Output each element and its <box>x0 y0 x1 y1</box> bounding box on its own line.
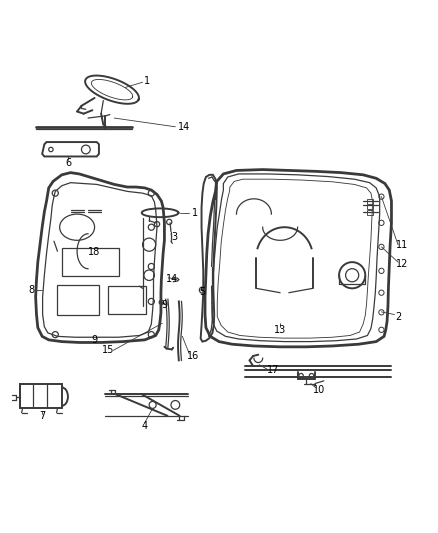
Text: 15: 15 <box>102 345 114 356</box>
Text: 14: 14 <box>178 122 190 132</box>
Bar <box>367 205 373 209</box>
Text: 5: 5 <box>199 287 205 297</box>
Text: 4: 4 <box>142 421 148 431</box>
Text: 2: 2 <box>395 312 401 322</box>
Text: 10: 10 <box>313 385 325 394</box>
Bar <box>367 199 373 204</box>
Text: 6: 6 <box>65 158 71 167</box>
Text: 17: 17 <box>267 366 280 375</box>
Text: 18: 18 <box>88 247 101 257</box>
Text: 7: 7 <box>39 411 45 421</box>
Text: 13: 13 <box>274 325 286 335</box>
Text: 1: 1 <box>144 76 150 86</box>
Text: 14: 14 <box>166 274 178 284</box>
Bar <box>367 210 373 215</box>
Text: 3: 3 <box>171 232 177 242</box>
Bar <box>57 285 99 314</box>
Bar <box>20 384 62 408</box>
Text: 9: 9 <box>161 300 167 310</box>
Text: 16: 16 <box>187 351 199 360</box>
Text: 9: 9 <box>92 335 98 345</box>
Text: 1: 1 <box>192 208 198 218</box>
Text: 12: 12 <box>396 260 409 269</box>
Text: 11: 11 <box>396 240 409 249</box>
Bar <box>62 248 119 276</box>
Bar <box>108 286 146 313</box>
Text: 8: 8 <box>28 285 34 295</box>
